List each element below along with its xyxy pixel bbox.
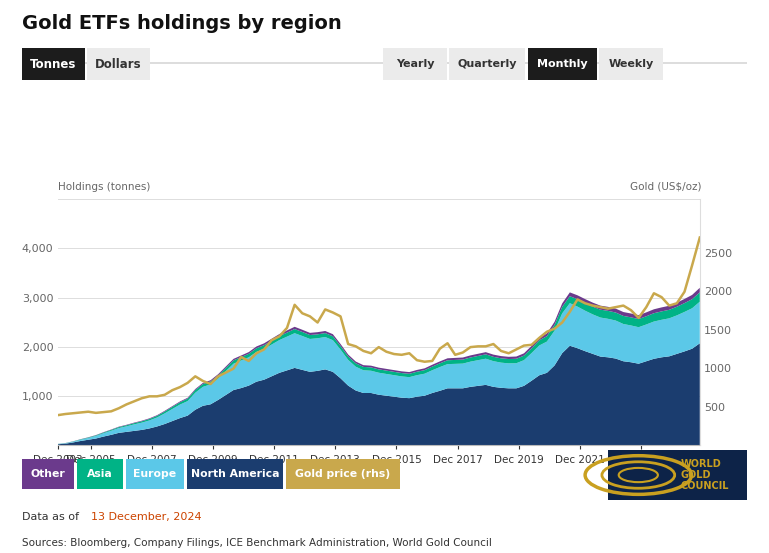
- Text: Holdings (tonnes): Holdings (tonnes): [58, 182, 150, 192]
- Text: 13 December, 2024: 13 December, 2024: [91, 512, 201, 521]
- Text: GOLD: GOLD: [681, 470, 711, 480]
- Text: Quarterly: Quarterly: [458, 59, 517, 69]
- Text: Monthly: Monthly: [537, 59, 588, 69]
- Text: Data as of: Data as of: [22, 512, 82, 521]
- Text: Gold ETFs holdings by region: Gold ETFs holdings by region: [22, 14, 341, 33]
- Text: Tonnes: Tonnes: [30, 58, 76, 71]
- Text: Yearly: Yearly: [395, 59, 434, 69]
- Text: North America: North America: [191, 469, 279, 479]
- Text: Europe: Europe: [133, 469, 177, 479]
- Text: Gold (US$/oz): Gold (US$/oz): [630, 182, 701, 192]
- Text: WORLD: WORLD: [681, 459, 721, 469]
- Text: Other: Other: [30, 469, 65, 479]
- Text: Dollars: Dollars: [95, 58, 141, 71]
- Text: COUNCIL: COUNCIL: [681, 481, 729, 491]
- Text: Weekly: Weekly: [608, 59, 654, 69]
- Text: Sources: Bloomberg, Company Filings, ICE Benchmark Administration, World Gold Co: Sources: Bloomberg, Company Filings, ICE…: [22, 538, 491, 547]
- Text: Gold price (rhs): Gold price (rhs): [295, 469, 391, 479]
- Text: Asia: Asia: [87, 469, 113, 479]
